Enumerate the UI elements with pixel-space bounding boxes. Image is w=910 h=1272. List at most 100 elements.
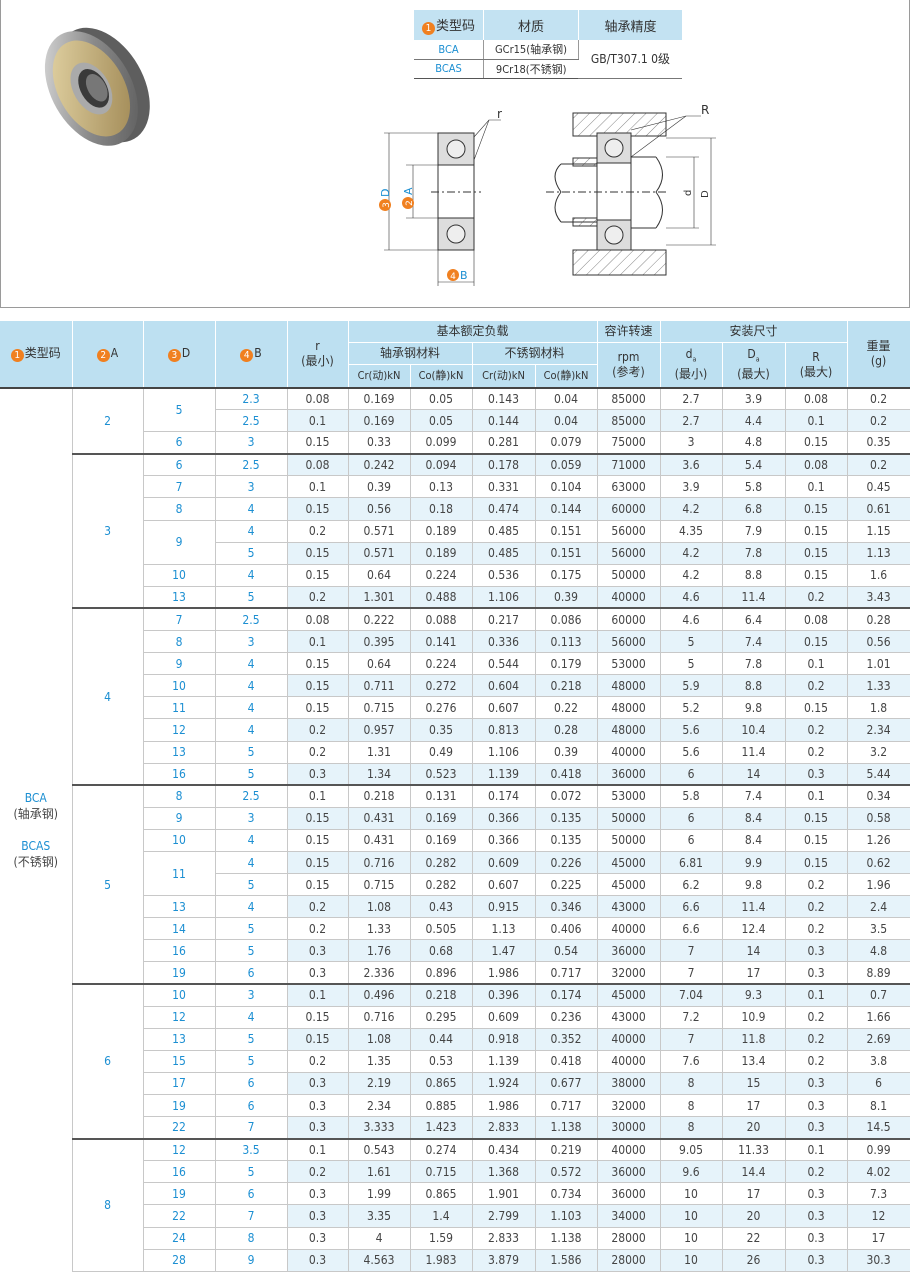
table-row: 24 8 0.3 4 1.59 2.833 1.138 28000 10 22 0.3 17 (0, 1226, 910, 1250)
cell-r: 0.1 (286, 630, 349, 654)
cell-a: 4 (71, 607, 144, 787)
cell-Da: 4.4 (721, 409, 786, 433)
cell-d: 15 (142, 1049, 216, 1073)
cell-weight: 0.56 (846, 630, 910, 654)
cell-co-stainless: 0.04 (534, 386, 598, 411)
table-row: 6 10 3 0.1 0.496 0.218 0.396 0.174 45000 7.04 9.3 0… (0, 983, 910, 1140)
cell-r: 0.15 (286, 652, 349, 676)
cell-b: 5 (214, 762, 288, 787)
cell-cr-bearing: 3.333 (347, 1116, 411, 1140)
cell-speed: 85000 (596, 386, 661, 411)
table-row: 3 6 2.5 0.08 0.242 0.094 0.178 0.059 71000 3.6 5.4… (0, 453, 910, 610)
cell-co-stainless: 0.113 (534, 630, 598, 654)
cell-co-stainless: 0.352 (534, 1027, 598, 1051)
cell-speed: 38000 (596, 1071, 661, 1096)
spec-header-type: 1 类型码 (414, 10, 485, 40)
cell-r: 0.2 (286, 740, 349, 764)
cell-weight: 2.69 (846, 1027, 910, 1051)
cell-co-stainless: 0.22 (534, 696, 598, 720)
cell-R: 0.1 (784, 409, 848, 433)
cell-co-bearing: 0.099 (409, 431, 473, 455)
badge-1: 1 (422, 22, 436, 35)
cell-weight: 1.6 (846, 563, 910, 587)
header-da: da (最小) (659, 342, 723, 388)
cell-co-bearing: 1.4 (409, 1204, 473, 1228)
cell-cr-stainless: 1.106 (471, 740, 536, 764)
cell-cr-bearing: 2.336 (347, 961, 411, 986)
cell-r: 0.3 (286, 961, 349, 986)
cell-Da: 8.8 (721, 674, 786, 698)
cell-d: 11 (142, 696, 216, 720)
cell-co-bearing: 0.141 (409, 630, 473, 654)
cell-co-bearing: 0.224 (409, 652, 473, 676)
cell-weight: 0.62 (846, 850, 910, 875)
cell-speed: 45000 (596, 850, 661, 875)
cell-b: 2.5 (214, 607, 288, 632)
cell-b: 4 (214, 1005, 288, 1029)
table-row: 14 5 0.2 1.33 0.505 1.13 0.406 40000 6.6 12.4 0.2 3… (0, 917, 910, 941)
cell-weight: 2.4 (846, 895, 910, 919)
cell-d: 9 (142, 806, 216, 830)
cell-d: 5 (142, 386, 216, 433)
cell-b: 5 (214, 939, 288, 963)
cell-cr-stainless: 3.879 (471, 1248, 536, 1272)
cell-speed: 48000 (596, 674, 661, 698)
cell-da: 4.6 (659, 585, 723, 610)
cell-co-bearing: 0.68 (409, 939, 473, 963)
cell-b: 2.5 (214, 409, 288, 433)
cell-cr-stainless: 0.217 (471, 607, 536, 632)
cell-b: 3 (214, 983, 288, 1007)
cell-cr-bearing: 0.716 (347, 850, 411, 875)
cell-d: 12 (142, 1005, 216, 1029)
cell-Da: 10.4 (721, 718, 786, 742)
cell-speed: 56000 (596, 630, 661, 654)
cell-b: 8 (214, 1226, 288, 1250)
cell-b: 2.3 (214, 386, 288, 411)
cell-co-stainless: 0.219 (534, 1138, 598, 1162)
Da-sub: a (755, 355, 760, 364)
cell-cr-bearing: 0.715 (347, 873, 411, 897)
cell-R: 0.3 (784, 1248, 848, 1272)
cell-cr-stainless: 2.833 (471, 1116, 536, 1140)
table-row: 15 5 0.2 1.35 0.53 1.139 0.418 40000 7.6 13.4 0.2 3… (0, 1049, 910, 1073)
cell-R: 0.15 (784, 431, 848, 455)
cell-cr-bearing: 0.957 (347, 718, 411, 742)
cell-cr-stainless: 1.924 (471, 1071, 536, 1096)
cell-weight: 2.34 (846, 718, 910, 742)
cell-cr-stainless: 0.178 (471, 453, 536, 477)
cell-cr-bearing: 3.35 (347, 1204, 411, 1228)
table-row: 9 3 0.15 0.431 0.169 0.366 0.135 50000 6 8.4 0.15 0… (0, 806, 910, 830)
cell-cr-bearing: 0.711 (347, 674, 411, 698)
badge-1: 1 (10, 348, 24, 362)
cell-r: 0.3 (286, 1116, 349, 1140)
cell-cr-bearing: 4 (347, 1226, 411, 1250)
cell-b: 3 (214, 431, 288, 455)
cell-co-bearing: 0.218 (409, 983, 473, 1007)
cell-da: 7 (659, 961, 723, 986)
cell-co-stainless: 0.346 (534, 895, 598, 919)
cell-speed: 40000 (596, 1138, 661, 1162)
cell-speed: 32000 (596, 1093, 661, 1118)
cell-Da: 8.8 (721, 563, 786, 587)
badge-4: 4 (450, 272, 456, 282)
cell-speed: 53000 (596, 784, 661, 808)
table-row: 8 3 0.1 0.395 0.141 0.336 0.113 56000 5 7.4 0.15 0.… (0, 630, 910, 654)
cell-co-stainless: 0.179 (534, 652, 598, 676)
cell-co-bearing: 0.131 (409, 784, 473, 808)
cell-da: 5 (659, 652, 723, 676)
cell-co-bearing: 0.35 (409, 718, 473, 742)
cell-da: 5.6 (659, 718, 723, 742)
header-r-note: (最小) (301, 353, 334, 368)
header-install: 安装尺寸 (659, 320, 848, 343)
cell-speed: 48000 (596, 718, 661, 742)
cell-co-stainless: 1.103 (534, 1204, 598, 1228)
cell-r: 0.15 (286, 696, 349, 720)
cell-a: 3 (71, 453, 144, 610)
cell-co-bearing: 0.272 (409, 674, 473, 698)
cell-d: 10 (142, 563, 216, 587)
cell-r: 0.1 (286, 983, 349, 1007)
cell-cr-stainless: 0.366 (471, 806, 536, 830)
cell-d: 22 (142, 1204, 216, 1228)
cell-speed: 45000 (596, 873, 661, 897)
